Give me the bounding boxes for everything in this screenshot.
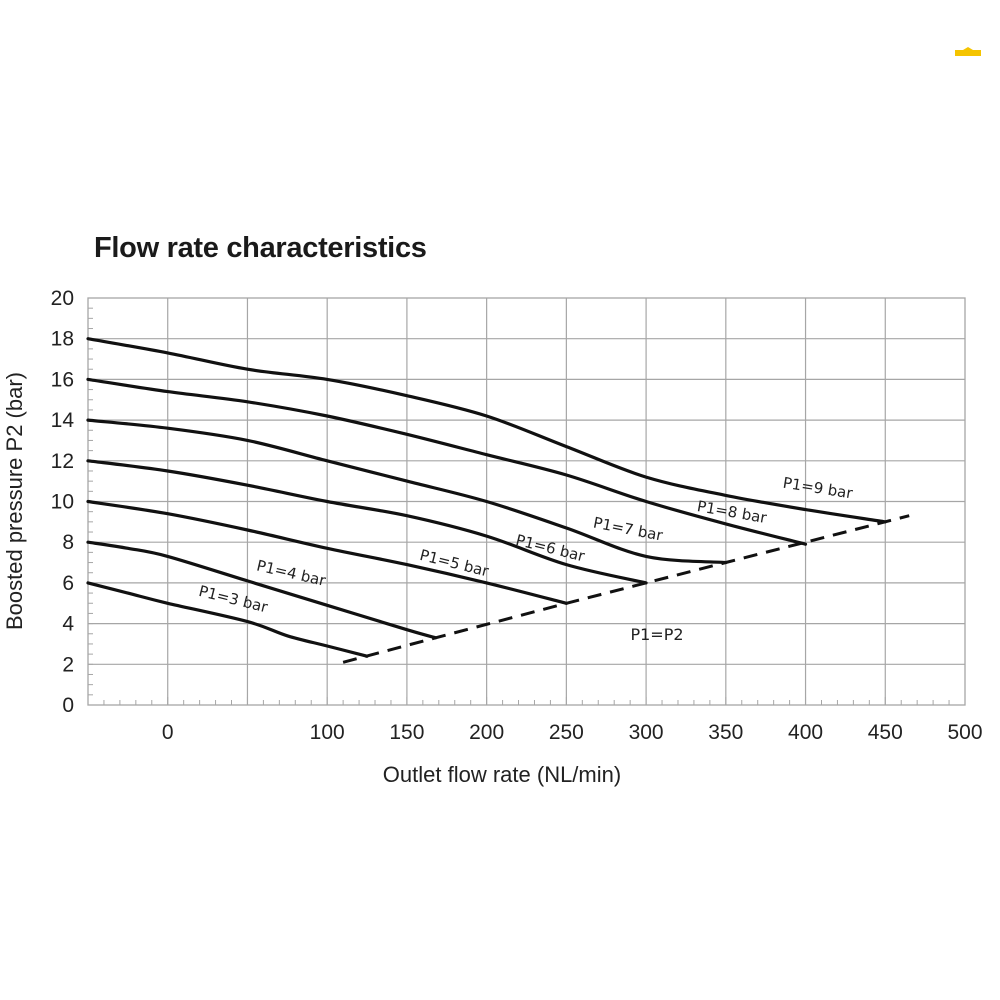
y-tick-label: 6 <box>62 572 74 595</box>
series-line-p1-equals-p2 <box>342 514 910 664</box>
x-axis-title: Outlet flow rate (NL/min) <box>383 762 621 787</box>
x-tick-label: 0 <box>162 721 174 744</box>
y-tick-label: 2 <box>62 653 74 676</box>
y-tick-label: 10 <box>51 491 74 514</box>
series-line-6-bar <box>86 459 648 585</box>
x-tick-label: 100 <box>310 721 345 744</box>
chart-title: Flow rate characteristics <box>94 232 427 264</box>
y-tick-label: 14 <box>51 409 75 432</box>
series-line-4-bar <box>86 540 438 640</box>
series-line-5-bar <box>86 499 568 605</box>
x-tick-label: 200 <box>469 721 504 744</box>
brand-logo <box>953 44 983 56</box>
y-tick-label: 0 <box>62 694 74 717</box>
x-tick-label: 400 <box>788 721 823 744</box>
y-tick-label: 4 <box>62 613 74 636</box>
y-axis-title: Boosted pressure P2 (bar) <box>2 372 27 630</box>
x-tick-label: 250 <box>549 721 584 744</box>
x-tick-label: 500 <box>947 721 982 744</box>
series-line-9-bar <box>86 337 887 524</box>
series-line-7-bar <box>86 418 728 565</box>
x-tick-label: 350 <box>708 721 743 744</box>
x-tick-label: 450 <box>868 721 903 744</box>
label-p1-equals-p2: P1=P2 <box>630 625 683 644</box>
grid <box>87 297 966 706</box>
y-tick-label: 18 <box>51 328 74 351</box>
y-tick-label: 20 <box>51 287 74 310</box>
x-tick-label: 300 <box>629 721 664 744</box>
y-tick-label: 16 <box>51 368 74 391</box>
series-line-3-bar <box>86 581 369 658</box>
label-p1-7-bar: P1=7 bar <box>592 514 665 545</box>
y-tick-label: 12 <box>51 450 74 473</box>
curves <box>86 337 910 664</box>
series-line-8-bar <box>86 377 808 546</box>
label-p1-9-bar: P1=9 bar <box>782 474 855 503</box>
x-tick-label: 150 <box>389 721 424 744</box>
y-tick-label: 8 <box>62 531 74 554</box>
tick-labels: 0 100 150 200 250 300 350 400 450 500 0 2 4 6 8 10 12 14 1… <box>51 287 983 744</box>
